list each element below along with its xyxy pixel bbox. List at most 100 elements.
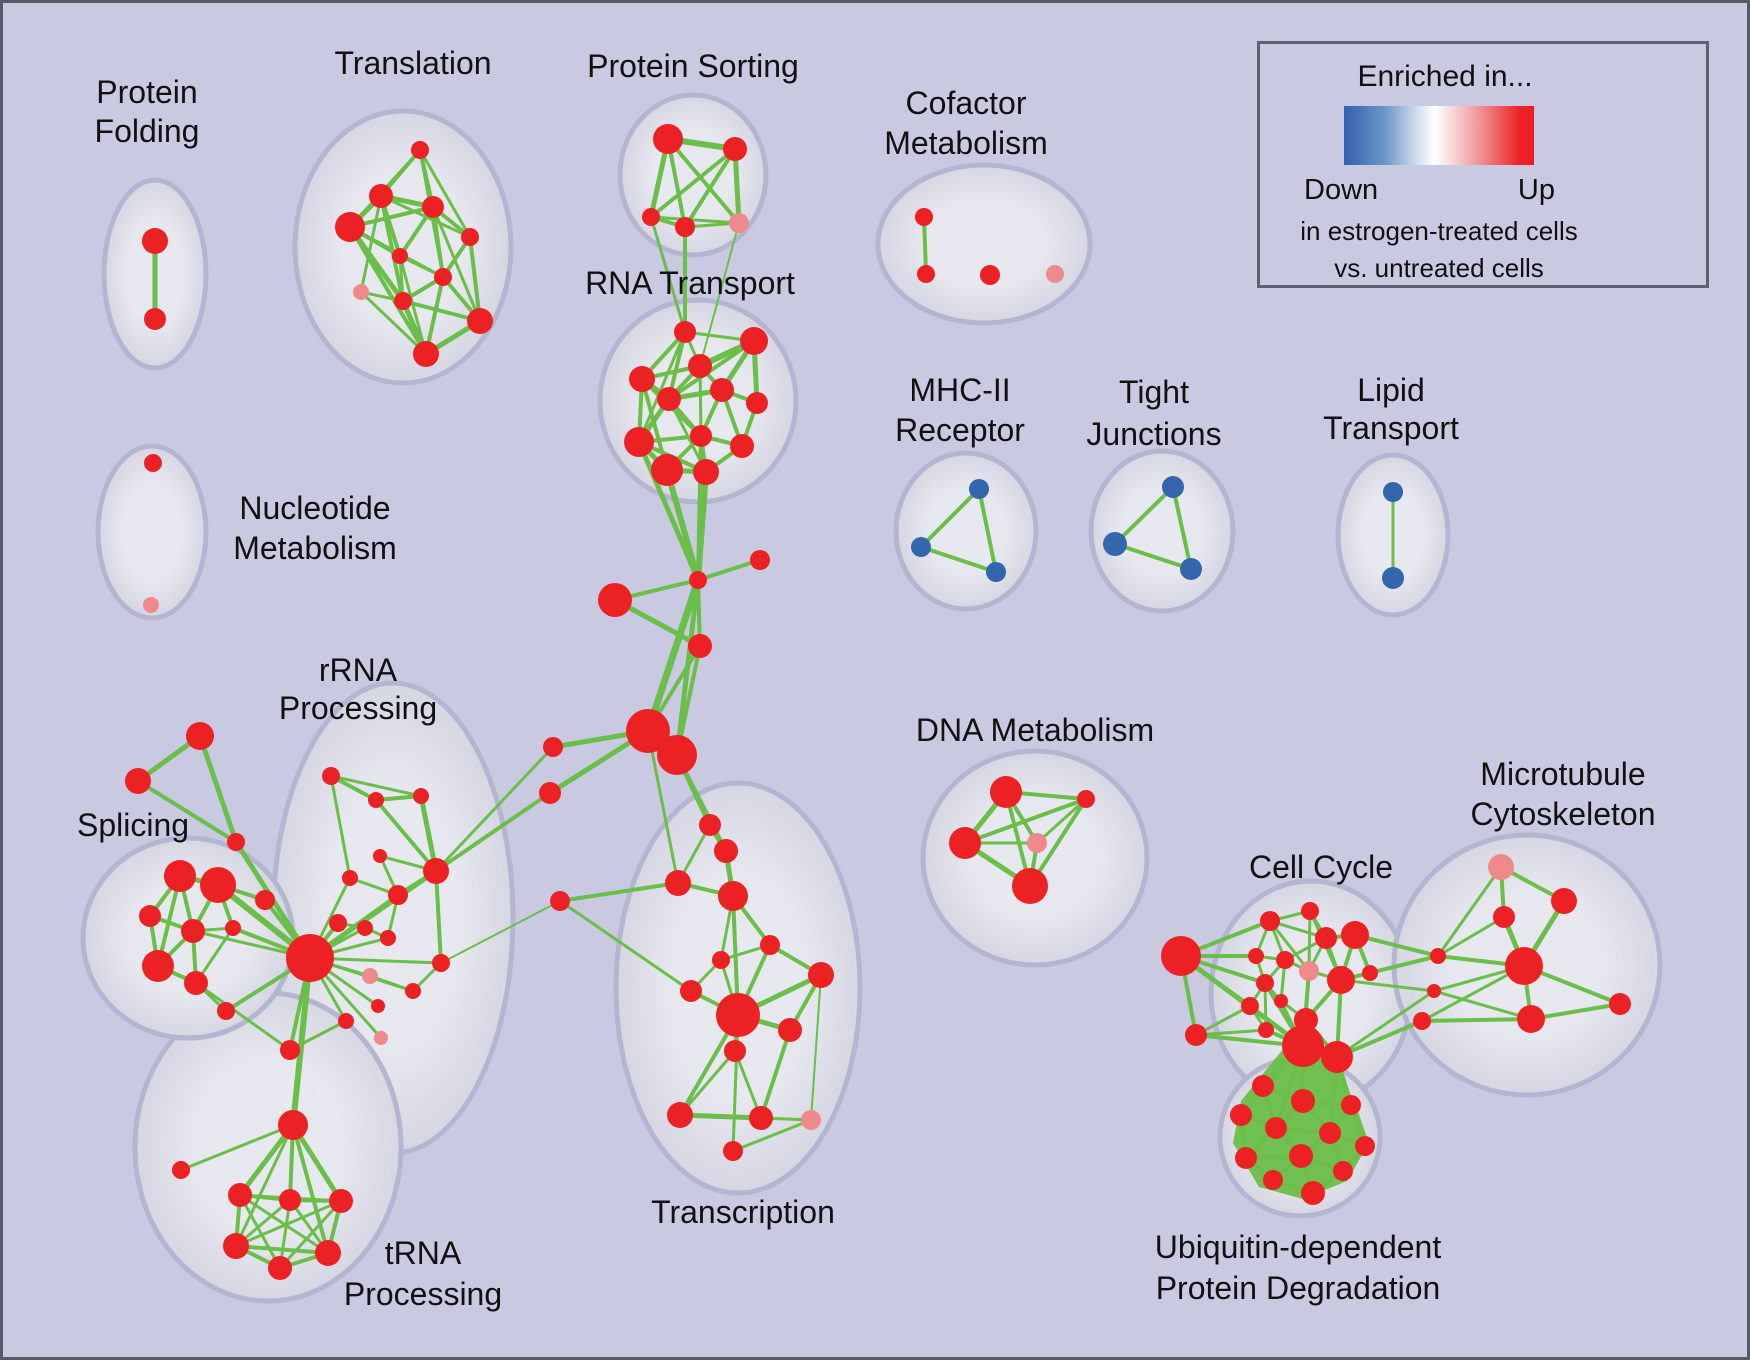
- node-c1: [689, 571, 707, 589]
- edge-rt9-c1: [696, 434, 703, 582]
- edge-rt1-rt8: [637, 330, 687, 444]
- node-rt1: [674, 321, 696, 343]
- edge-th-tl: [179, 1123, 295, 1172]
- node-ps5: [729, 213, 749, 233]
- node-r7: [373, 849, 387, 863]
- node-h2: [657, 735, 697, 775]
- edge-t9-t10: [401, 299, 482, 323]
- edge-m1-m2: [919, 487, 981, 549]
- node-mt3: [1493, 906, 1515, 928]
- edge-t2-t8: [359, 194, 383, 294]
- edge-cch2-k2: [1335, 989, 1436, 1059]
- edge-t4-t11: [348, 225, 428, 356]
- node-u2: [1291, 1089, 1315, 1113]
- node-r2: [125, 768, 151, 794]
- node-r12: [329, 914, 347, 932]
- node-x2: [714, 839, 738, 863]
- edge-tj2-tj3: [1113, 542, 1193, 571]
- node-r19: [338, 1013, 354, 1029]
- edge-n3-n6: [278, 1199, 343, 1270]
- node-c6: [539, 782, 561, 804]
- node-s3: [139, 905, 161, 927]
- node-cm4: [1046, 265, 1064, 283]
- node-s1: [164, 860, 196, 892]
- node-x3: [665, 870, 691, 896]
- node-m2: [911, 537, 931, 557]
- node-mt2: [1551, 888, 1577, 914]
- node-u8: [1235, 1147, 1257, 1169]
- node-k3: [1413, 1012, 1431, 1030]
- edge-c5-r9: [434, 745, 555, 873]
- node-r8: [342, 870, 358, 886]
- node-rt4: [629, 366, 655, 392]
- node-n3: [329, 1189, 353, 1213]
- node-rt10: [730, 434, 754, 458]
- node-ccA: [1185, 1024, 1207, 1046]
- node-tl: [172, 1161, 190, 1179]
- cluster-label-protein-line1: Protein: [96, 74, 197, 110]
- node-x10: [716, 993, 760, 1037]
- cluster-label-ubiquitin-dependent-line1: Ubiquitin-dependent: [1155, 1229, 1442, 1265]
- cluster-label-tight-line2: Junctions: [1086, 416, 1221, 452]
- node-cc11: [1241, 997, 1259, 1015]
- node-n6: [268, 1256, 292, 1280]
- node-c2: [750, 550, 770, 570]
- edge-th-n5: [291, 1123, 330, 1255]
- node-rh: [286, 934, 334, 982]
- legend-title: Enriched in...: [1357, 60, 1533, 93]
- edge-tj1-tj3: [1171, 485, 1193, 571]
- node-x11: [778, 1018, 802, 1042]
- edge-cc10-k2: [1339, 978, 1436, 993]
- node-t4: [335, 212, 365, 242]
- edge-h1-x3: [646, 729, 680, 885]
- cluster-label-lipid-line1: Lipid: [1357, 372, 1425, 408]
- edge-cm1-cm2: [922, 215, 928, 276]
- node-rt7: [746, 392, 768, 414]
- node-mt1: [1488, 854, 1514, 880]
- node-t7: [434, 268, 452, 286]
- node-mt6: [1609, 993, 1631, 1015]
- cluster-label-cofactor-line1: Cofactor: [906, 85, 1027, 121]
- node-cch1: [1282, 1025, 1324, 1067]
- node-cc9: [1256, 974, 1274, 992]
- node-pf2: [144, 308, 166, 330]
- edge-r9-r16: [434, 869, 443, 965]
- node-r11: [255, 890, 275, 910]
- edge-r5-r9: [374, 798, 438, 873]
- node-r6: [413, 788, 429, 804]
- cluster-label-ubiquitin-dependent-line2: Protein Degradation: [1156, 1270, 1441, 1306]
- edge-mt5-mt6: [1529, 1002, 1622, 1021]
- edge-n1-n6: [238, 1193, 282, 1270]
- node-r5: [368, 792, 384, 808]
- edge-rt2-rt5: [667, 339, 756, 401]
- node-x12: [724, 1040, 746, 1062]
- node-rt12: [693, 459, 719, 485]
- node-cm2: [917, 265, 935, 283]
- cluster-label-protein-line2: Folding: [95, 113, 200, 149]
- edge-n3-n4: [234, 1199, 343, 1248]
- node-c3: [598, 583, 632, 617]
- node-r14: [380, 930, 396, 946]
- node-r3: [227, 833, 245, 851]
- cluster-label-rrna-line1: rRNA: [319, 652, 398, 688]
- node-r21: [280, 1040, 300, 1060]
- edge-ps2-ps5: [732, 146, 742, 226]
- edge-t3-t10: [431, 205, 482, 323]
- node-t5: [461, 228, 479, 246]
- cluster-label-translation: Translation: [334, 45, 491, 81]
- edge-k1-mt3: [1436, 915, 1506, 958]
- node-u10: [1333, 1161, 1353, 1181]
- edge-cc15-k1: [1368, 954, 1440, 975]
- node-u4: [1341, 1095, 1361, 1115]
- node-tj1: [1162, 476, 1184, 498]
- node-x13: [667, 1102, 693, 1128]
- legend-down-label: Down: [1304, 174, 1379, 206]
- node-s2: [200, 867, 236, 903]
- node-ps3: [642, 208, 660, 226]
- node-t2: [369, 184, 393, 208]
- node-mt4: [1505, 947, 1543, 985]
- edge-r2-r3: [136, 779, 238, 844]
- edge-r4-r6: [329, 774, 423, 798]
- node-x4: [718, 881, 748, 911]
